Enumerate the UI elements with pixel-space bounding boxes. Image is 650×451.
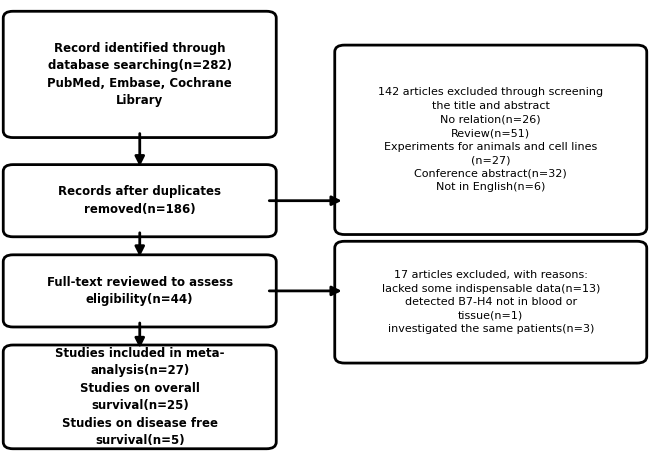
Text: Full-text reviewed to assess
eligibility(n=44): Full-text reviewed to assess eligibility… [47, 276, 233, 306]
Text: 17 articles excluded, with reasons:
lacked some indispensable data(n=13)
detecte: 17 articles excluded, with reasons: lack… [382, 270, 600, 334]
Text: 142 articles excluded through screening
the title and abstract
No relation(n=26): 142 articles excluded through screening … [378, 87, 603, 193]
Text: Record identified through
database searching(n=282)
PubMed, Embase, Cochrane
Lib: Record identified through database searc… [47, 41, 232, 107]
Text: Records after duplicates
removed(n=186): Records after duplicates removed(n=186) [58, 185, 221, 216]
FancyBboxPatch shape [3, 11, 276, 138]
FancyBboxPatch shape [3, 345, 276, 449]
Text: Studies included in meta-
analysis(n=27)
Studies on overall
survival(n=25)
Studi: Studies included in meta- analysis(n=27)… [55, 347, 224, 447]
FancyBboxPatch shape [3, 255, 276, 327]
FancyBboxPatch shape [335, 45, 647, 235]
FancyBboxPatch shape [335, 241, 647, 363]
FancyBboxPatch shape [3, 165, 276, 237]
